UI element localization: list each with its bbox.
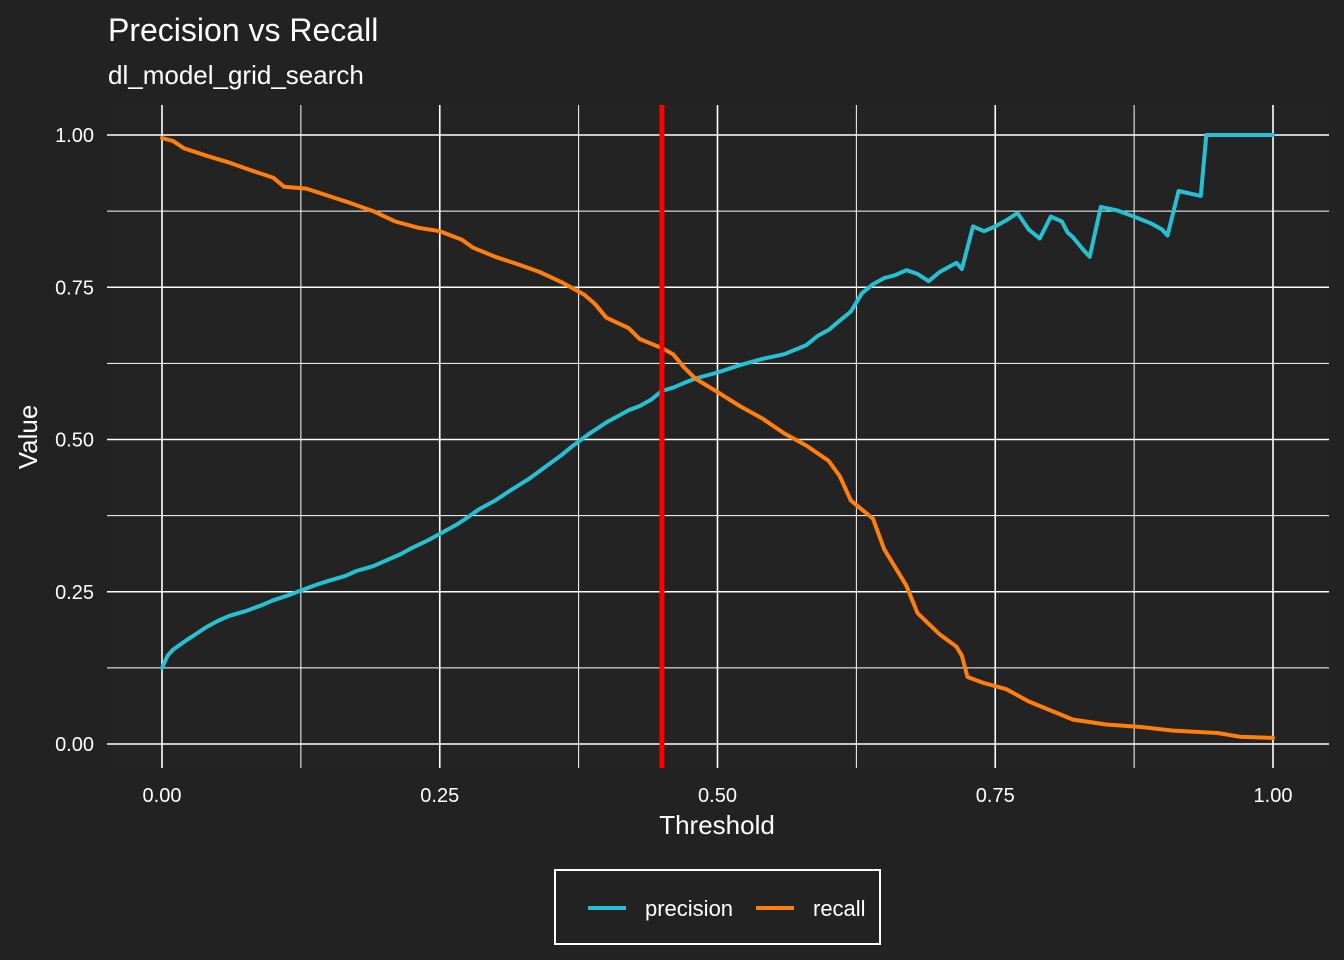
x-tick-label: 1.00 (1254, 785, 1293, 807)
legend-label-recall: recall (813, 896, 866, 921)
x-axis-title: Threshold (659, 810, 775, 840)
series-line-precision (160, 133, 1275, 670)
tick-labels: 0.00 0.25 0.50 0.75 1.00 0.00 0.25 0.50 0.75 1.00 (55, 125, 1292, 807)
chart-title: Precision vs Recall (108, 12, 378, 48)
y-tick-label: 1.00 (55, 125, 94, 147)
chart-subtitle: dl_model_grid_search (108, 60, 364, 90)
series-lines (160, 133, 1275, 740)
x-tick-label: 0.75 (976, 785, 1015, 807)
x-tick-label: 0.25 (420, 785, 459, 807)
y-tick-label: 0.25 (55, 582, 94, 604)
y-tick-label: 0.75 (55, 277, 94, 299)
legend-label-precision: precision (645, 896, 733, 921)
series-line-recall (160, 136, 1275, 740)
legend-box (554, 869, 881, 945)
legend: precision recall (554, 869, 881, 945)
y-axis-title: Value (13, 405, 43, 470)
y-tick-label: 0.50 (55, 430, 94, 452)
x-tick-label: 0.50 (698, 785, 737, 807)
x-tick-label: 0.00 (143, 785, 182, 807)
y-tick-label: 0.00 (55, 734, 94, 756)
grid-lines (107, 105, 1329, 768)
